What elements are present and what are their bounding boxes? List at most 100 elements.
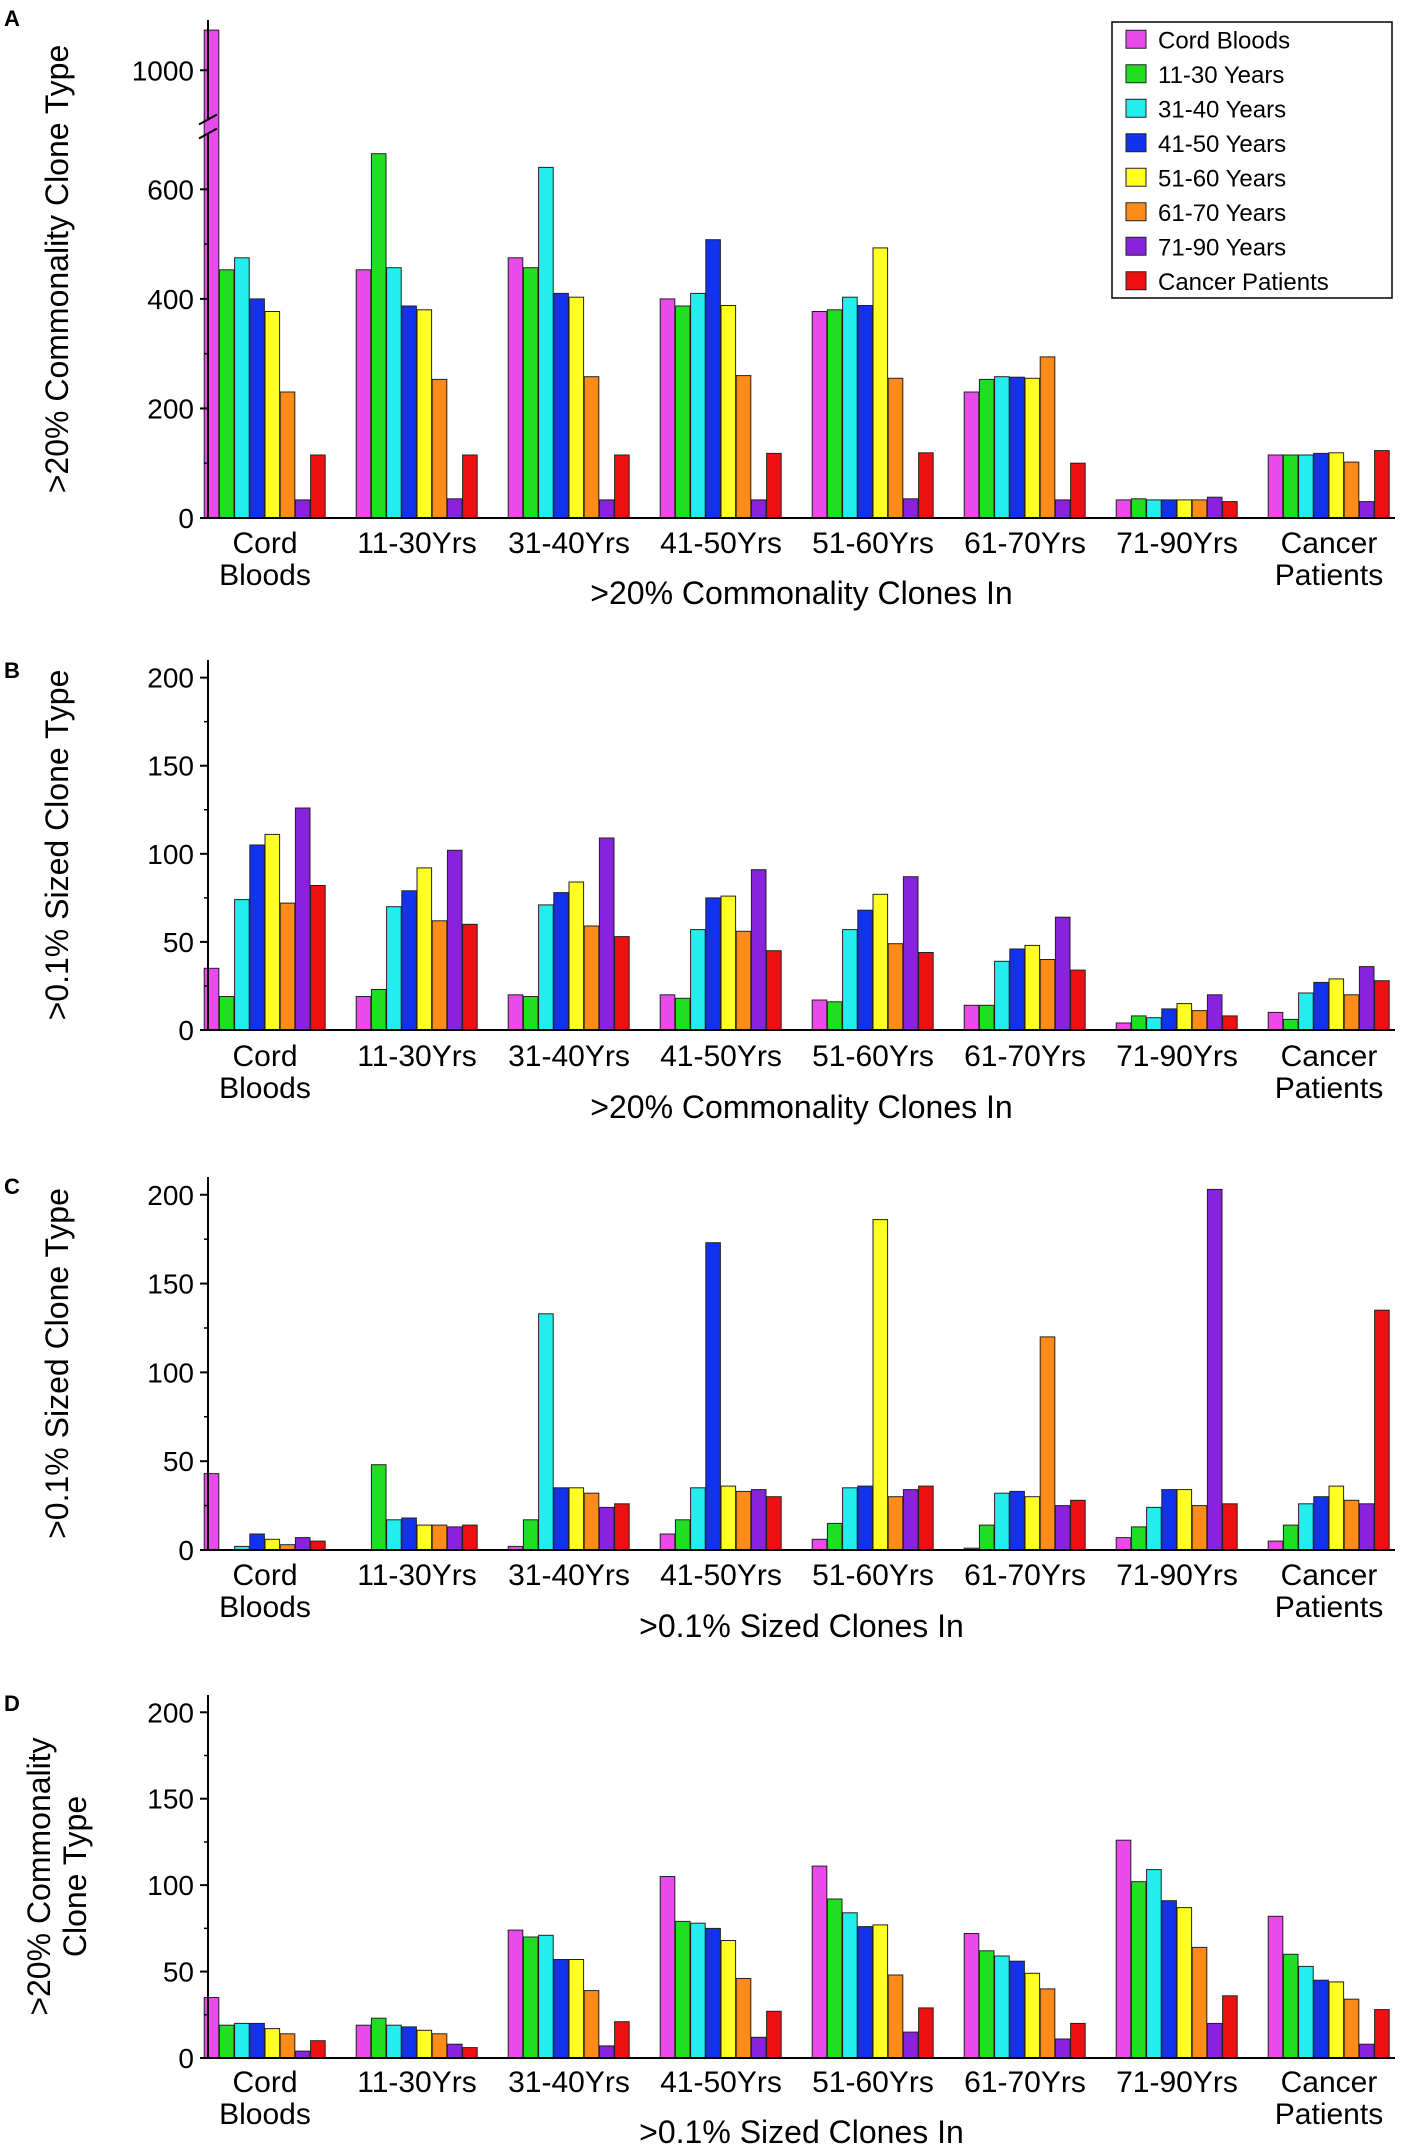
bar xyxy=(1115,1022,1132,1031)
y-axis-label-line: Clone Type xyxy=(57,1796,93,1957)
y-tick-label: 100 xyxy=(147,839,194,870)
bar xyxy=(583,1492,600,1551)
bar xyxy=(279,2033,296,2059)
y-axis-label-line: >0.1% Sized Clone Type xyxy=(39,670,75,1021)
y-tick-label: 50 xyxy=(163,1446,194,1477)
legend-label: 41-50 Years xyxy=(1158,131,1286,158)
category-label-line: Bloods xyxy=(219,2098,311,2131)
bar xyxy=(1176,499,1193,519)
bar xyxy=(1070,2022,1086,2059)
category-label-line: Cord xyxy=(232,1559,297,1592)
category-label: 51-60Yrs xyxy=(812,2066,934,2099)
category-label-line: 31-40Yrs xyxy=(508,2066,630,2099)
bar xyxy=(218,2024,235,2059)
bar xyxy=(1039,1336,1056,1551)
y-tick-label: 200 xyxy=(147,663,194,694)
series-41-50-years xyxy=(249,239,1329,519)
bar xyxy=(735,1978,752,2059)
bar xyxy=(842,1912,858,2059)
bar xyxy=(902,1489,919,1551)
bar xyxy=(1298,992,1314,1031)
legend-swatch xyxy=(1125,167,1147,187)
category-label-line: Patients xyxy=(1275,559,1383,592)
y-tick-label: 0 xyxy=(178,2043,194,2074)
category-label: 11-30Yrs xyxy=(357,2066,477,2099)
bar xyxy=(355,2024,372,2059)
bar xyxy=(1298,454,1314,519)
bar xyxy=(1130,498,1147,519)
bar xyxy=(583,925,600,1031)
y-axis-label-line: >0.1% Sized Clone Type xyxy=(39,1188,75,1539)
bar xyxy=(1358,966,1375,1031)
bar xyxy=(1358,501,1375,519)
x-axis-label: >0.1% Sized Clones In xyxy=(639,1608,964,1644)
bar xyxy=(598,2045,615,2059)
bar xyxy=(310,454,326,519)
bar xyxy=(1024,944,1041,1031)
category-label: 71-90Yrs xyxy=(1116,1559,1238,1592)
bar xyxy=(446,1526,463,1551)
bar xyxy=(614,2021,630,2059)
bar xyxy=(1115,499,1132,519)
bar xyxy=(1054,1505,1071,1551)
y-tick-label: 150 xyxy=(147,1269,194,1300)
series-51-60-years xyxy=(264,833,1345,1031)
bar xyxy=(538,904,554,1031)
bar xyxy=(766,1496,782,1551)
series-11-30-years xyxy=(370,1464,1299,1551)
category-label-line: Bloods xyxy=(219,1591,311,1624)
bar xyxy=(538,1313,554,1551)
bar xyxy=(1191,1946,1208,2059)
axis-break-mark xyxy=(198,113,218,126)
legend-swatch xyxy=(1125,64,1147,84)
bar xyxy=(522,996,539,1031)
category-label: 31-40Yrs xyxy=(508,1559,630,1592)
category-label-line: 71-90Yrs xyxy=(1116,527,1238,560)
bar xyxy=(978,1950,995,2059)
bar xyxy=(1206,1188,1223,1551)
bar xyxy=(507,994,524,1031)
bar xyxy=(294,499,311,519)
bar xyxy=(386,267,402,519)
bar xyxy=(963,1004,980,1031)
legend-box xyxy=(1111,21,1393,299)
bar xyxy=(1374,980,1390,1031)
category-label: 11-30Yrs xyxy=(357,1040,477,1073)
series-11-30-years xyxy=(218,1881,1299,2059)
series-71-90-years xyxy=(294,496,1375,519)
y-axis-label: >20% CommonalityClone Type xyxy=(21,1737,93,2015)
bar xyxy=(1374,450,1390,519)
category-label: 41-50Yrs xyxy=(660,527,782,560)
bar xyxy=(705,239,721,519)
series-31-40-years xyxy=(234,899,1314,1031)
category-label: 41-50Yrs xyxy=(660,1559,782,1592)
bar xyxy=(887,377,904,519)
category-label: 61-70Yrs xyxy=(964,1559,1086,1592)
bar xyxy=(1222,1995,1238,2059)
bar xyxy=(1343,461,1360,519)
bar xyxy=(1267,1915,1284,2059)
bar xyxy=(1161,1008,1177,1031)
bar xyxy=(431,1524,448,1551)
category-label-line: 71-90Yrs xyxy=(1116,2066,1238,2099)
bar xyxy=(1070,969,1086,1031)
category-label: 61-70Yrs xyxy=(964,1040,1086,1073)
bar xyxy=(568,296,585,519)
bar xyxy=(1009,1490,1025,1551)
bar xyxy=(690,929,706,1031)
y-tick-label: 100 xyxy=(147,1357,194,1388)
category-label-line: 61-70Yrs xyxy=(964,1559,1086,1592)
bar xyxy=(766,452,782,519)
bar xyxy=(994,960,1010,1031)
bar xyxy=(1328,452,1345,519)
series-cancer-patients xyxy=(310,450,1390,519)
bar xyxy=(1298,1503,1314,1551)
y-tick-label: 200 xyxy=(147,393,194,424)
category-label: 11-30Yrs xyxy=(357,527,477,560)
category-label-line: 31-40Yrs xyxy=(508,1040,630,1073)
category-label: 31-40Yrs xyxy=(508,1040,630,1073)
bar xyxy=(1115,1839,1132,2059)
bar xyxy=(1009,376,1025,519)
bar xyxy=(994,1955,1010,2059)
bar xyxy=(1024,1972,1041,2059)
